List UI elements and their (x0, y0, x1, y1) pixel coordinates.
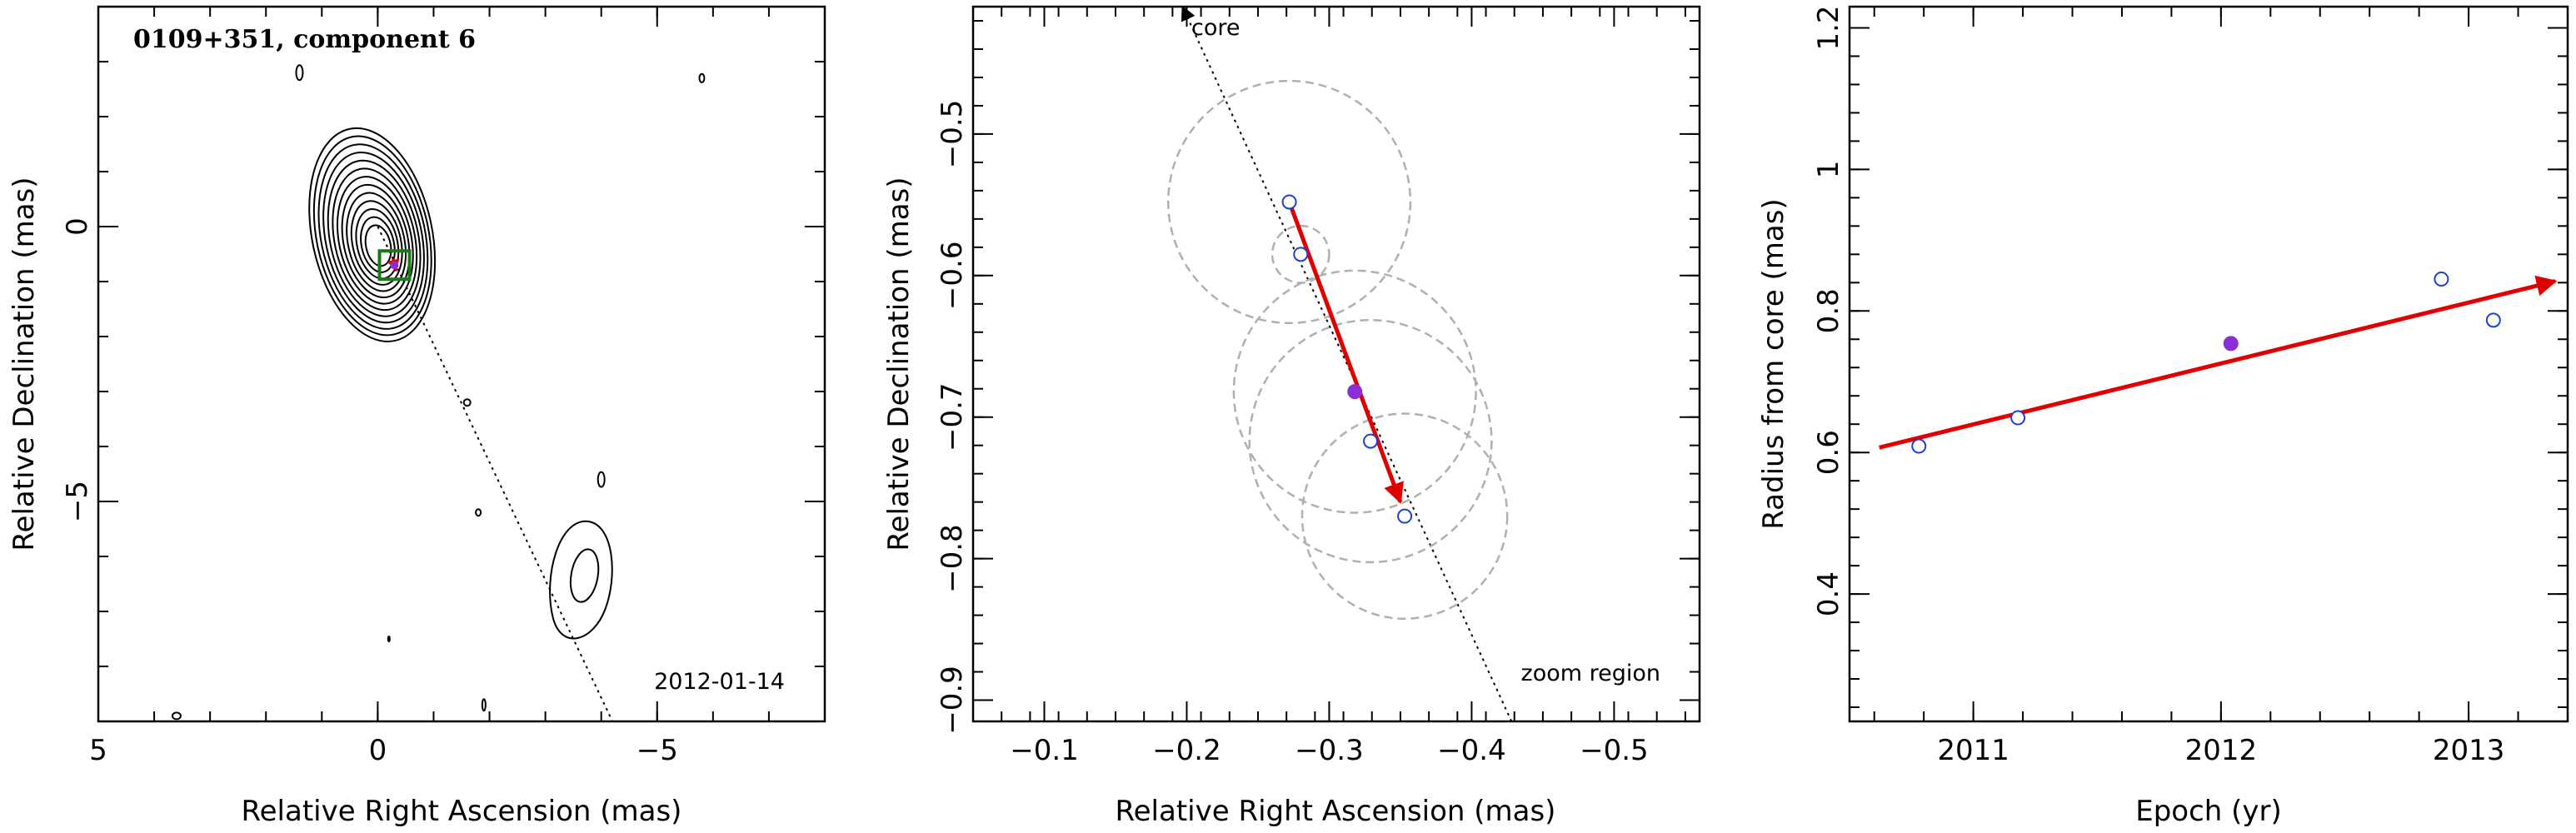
component-size-circle (1248, 319, 1493, 564)
x-tick-label: 5 (89, 734, 107, 767)
y-tick-label: −0.9 (936, 666, 969, 735)
contour-noise (462, 398, 472, 407)
x-tick-label: −0.5 (1580, 734, 1649, 767)
panel2-y-axis-label: Relative Declination (mas) (882, 177, 916, 551)
component-size-circle (1300, 412, 1509, 620)
contour-noise (295, 64, 304, 82)
x-tick-label: 2011 (1937, 734, 2009, 767)
contour-line (364, 224, 392, 267)
jet-axis-line (377, 226, 614, 722)
y-tick-label: −0.8 (936, 524, 969, 593)
panel-contour-map: 5 0 −5 0 −5 0109+351, component 6 2012-01-14… (7, 5, 826, 828)
contour-line (308, 127, 437, 342)
panel3-y-axis-label: Radius from core (mas) (1757, 198, 1790, 529)
panel-zoom-region: −0.1 −0.2 −0.3 −0.4 −0.5 −0.5 −0.6 −0.7 −0.8 −0.9… (882, 5, 1701, 828)
position-point (1397, 508, 1413, 524)
y-tick-label: 0.6 (1812, 430, 1845, 475)
contour-line (317, 143, 429, 330)
panel1-frame (97, 5, 826, 723)
contour-line (332, 167, 418, 312)
contour-line (569, 548, 600, 603)
x-tick-label: −0.4 (1437, 734, 1506, 767)
position-point (1363, 433, 1379, 449)
panel1-y-axis-label: Relative Declination (mas) (7, 177, 41, 551)
radius-point (2434, 272, 2449, 287)
x-tick-label: −5 (637, 734, 678, 767)
x-tick-label: 0 (369, 734, 387, 767)
y-tick-label: 1 (1812, 161, 1845, 179)
contour-line (346, 192, 407, 292)
y-tick-label: 0 (61, 217, 94, 236)
component-marker-point (390, 261, 399, 270)
contour-line (350, 200, 403, 286)
contour-line (312, 135, 432, 337)
contour-line (341, 183, 411, 299)
y-tick-label: 0.8 (1812, 288, 1845, 333)
contour-line (549, 520, 613, 640)
radius-point (2010, 410, 2026, 426)
panel3-plot-content (1879, 272, 2558, 454)
component-marker-box (377, 249, 412, 282)
panel2-zoom-region-label: zoom region (1521, 661, 1660, 686)
contour-noise (475, 508, 482, 517)
y-tick-label: −5 (61, 481, 94, 522)
panel2-frame (971, 5, 1701, 723)
position-point (1293, 247, 1309, 262)
contour-noise (171, 711, 182, 721)
panel2-ticks: −0.1 −0.2 −0.3 −0.4 −0.5 −0.5 −0.6 −0.7 −0.8 −0.9 (936, 7, 1700, 767)
contour-noise (387, 636, 391, 642)
panel2-core-label: core (1191, 15, 1240, 41)
panel1-x-axis-label: Relative Right Ascension (mas) (242, 795, 682, 828)
panel1-plot-content (171, 64, 706, 722)
component-size-circle (1232, 269, 1477, 514)
panel1-title: 0109+351, component 6 (133, 25, 476, 54)
radius-point (2485, 312, 2501, 328)
radial-fit-arrow (1879, 275, 2558, 450)
position-point (1281, 194, 1297, 210)
y-tick-label: 1.2 (1812, 5, 1845, 50)
x-tick-label: −0.1 (1010, 734, 1079, 767)
position-point-current (1347, 384, 1363, 400)
y-tick-label: −0.6 (936, 242, 969, 311)
contour-line (336, 176, 414, 305)
x-tick-label: 2012 (2185, 734, 2258, 767)
panel3-x-axis-label: Epoch (yr) (2135, 795, 2282, 828)
proper-motion-arrow (1287, 201, 1404, 504)
y-tick-label: −0.5 (936, 100, 969, 169)
x-tick-label: 2013 (2433, 734, 2505, 767)
panel3-frame (1848, 5, 2569, 723)
contour-noise (481, 698, 487, 712)
component-size-circle (1166, 79, 1412, 325)
panel2-x-axis-label: Relative Right Ascension (mas) (1116, 795, 1556, 828)
contour-line (360, 216, 396, 273)
contour-line (322, 151, 425, 324)
core-direction-line (1181, 5, 1513, 722)
panel2-plot-content (1166, 5, 1513, 722)
panel3-ticks: 2011 2012 2013 0.4 0.6 0.8 1 1.2 (1812, 5, 2569, 767)
panel-radius-vs-epoch: 2011 2012 2013 0.4 0.6 0.8 1 1.2 Epoch (yr) Rad… (1757, 5, 2569, 828)
y-tick-label: −0.7 (936, 382, 969, 451)
y-tick-label: 0.4 (1812, 571, 1845, 616)
contour-line (327, 159, 422, 317)
x-tick-label: −0.2 (1152, 734, 1221, 767)
contour-noise (597, 471, 606, 488)
panel1-ticks: 5 0 −5 0 −5 (61, 6, 826, 767)
panel1-date-label: 2012-01-14 (654, 669, 785, 695)
x-tick-label: −0.3 (1295, 734, 1364, 767)
contour-noise (698, 72, 706, 83)
radius-point-current (2223, 336, 2239, 352)
radius-point (1911, 438, 1927, 454)
